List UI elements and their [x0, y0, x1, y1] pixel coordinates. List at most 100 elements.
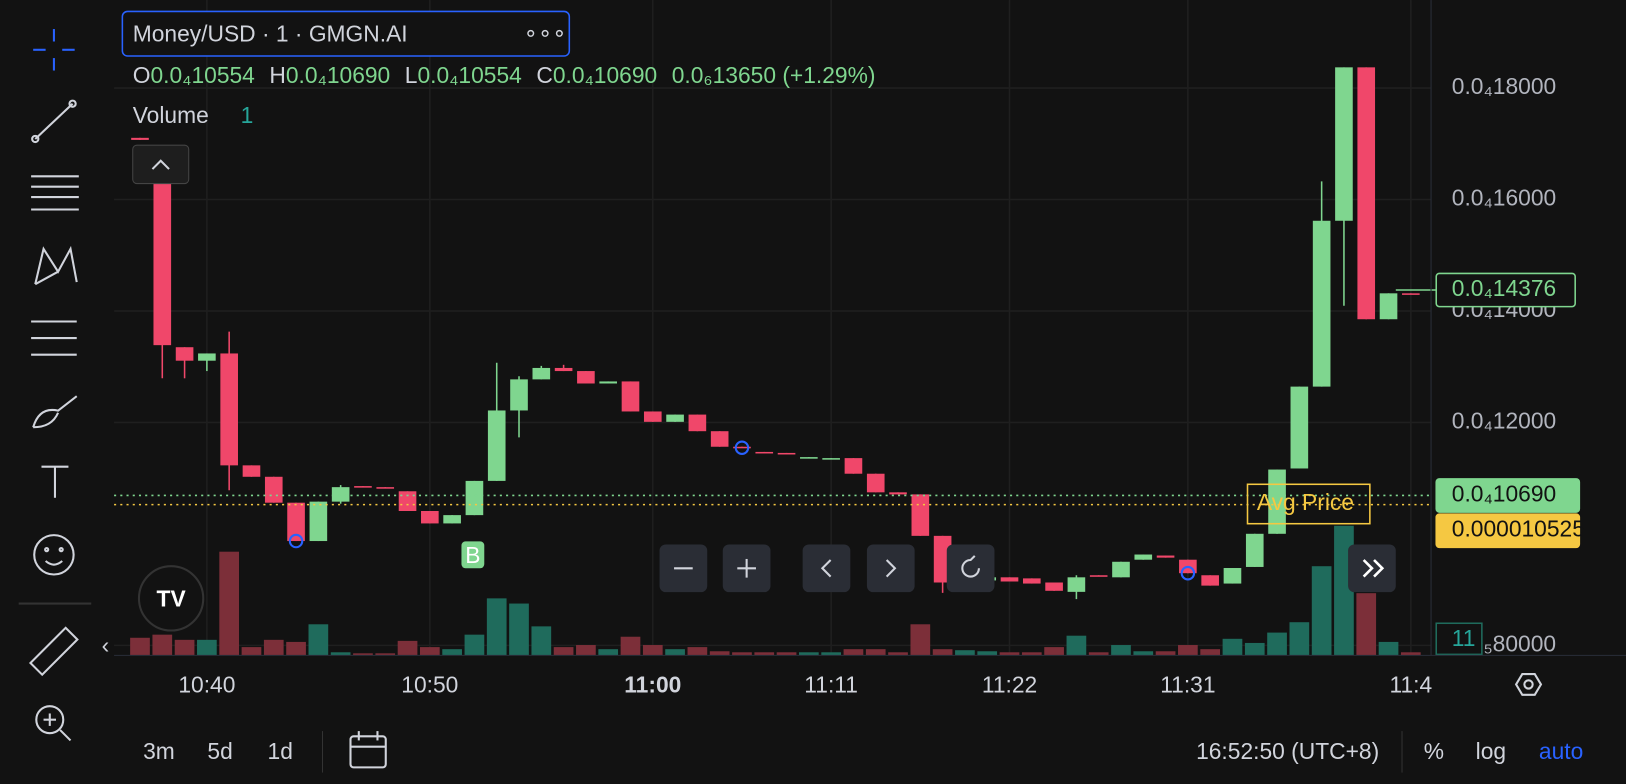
volume-bar: [709, 651, 730, 656]
x-tick-label: 11:00: [624, 672, 681, 698]
ohlc-line: O0.0₄10554 H0.0₄10690 L0.0₄10554 C0.0₄10690…: [133, 62, 876, 88]
candle-body: [1312, 220, 1331, 387]
y-tick-label: 0.0₄18000: [1452, 73, 1556, 99]
volume-bar: [531, 626, 552, 656]
candle-body: [309, 501, 328, 542]
candle-body: [755, 451, 774, 454]
range-button[interactable]: 1d: [268, 738, 293, 764]
volume-bar: [509, 603, 529, 656]
crosshair-tool[interactable]: [33, 29, 75, 71]
volume-bar: [620, 636, 641, 656]
volume-bar: [1021, 652, 1042, 656]
text-tool[interactable]: [41, 465, 69, 498]
prediction-tool[interactable]: [31, 320, 77, 356]
volume-bar: [1400, 652, 1421, 656]
ohlc-value: 0.0₄10554: [417, 62, 522, 88]
fib-tool[interactable]: [31, 175, 79, 211]
percent-toggle[interactable]: %: [1424, 738, 1444, 764]
clock: 16:52:50 (UTC+8): [1196, 738, 1379, 764]
trade-marker: [288, 533, 304, 549]
symbol-box[interactable]: [121, 10, 571, 57]
reset[interactable]: [946, 544, 995, 593]
volume-bar: [843, 649, 864, 656]
range-button[interactable]: 3m: [143, 738, 175, 764]
collapse-legend[interactable]: [132, 144, 190, 185]
trade-marker: [734, 440, 750, 456]
pattern-tool[interactable]: [34, 245, 78, 286]
volume-bar: [1155, 651, 1176, 656]
volume-bar: [1356, 593, 1377, 656]
more-menu[interactable]: ∘∘∘: [524, 19, 567, 45]
candle-body: [175, 347, 194, 361]
ohlc-value: 0.0₄10690: [553, 62, 657, 88]
candle-body: [198, 353, 216, 361]
scroll-left[interactable]: [802, 544, 851, 593]
candle-body: [911, 494, 930, 536]
candle-body: [354, 486, 372, 488]
volume-tag-label: 11: [1452, 625, 1476, 651]
candle-body: [1290, 386, 1309, 469]
settings[interactable]: [1514, 673, 1543, 696]
trendline-tool[interactable]: [31, 99, 77, 144]
candle-body: [242, 465, 261, 477]
candle-body: [889, 492, 907, 495]
volume-bar: [130, 637, 150, 656]
logo-mark: TV: [157, 585, 187, 611]
candle-body: [1089, 575, 1108, 577]
candle-body: [1357, 67, 1376, 320]
candle-body: [688, 414, 707, 432]
volume-bar: [932, 649, 953, 656]
volume-bar: [888, 652, 908, 656]
volume-bar: [286, 641, 306, 656]
scroll-right[interactable]: [866, 544, 915, 593]
candle-body: [1223, 568, 1242, 584]
chevron-up: [151, 159, 170, 170]
volume-label: Volume: [133, 102, 209, 128]
volume-bar: [1178, 645, 1198, 656]
candle-body: [398, 491, 417, 512]
volume-bar: [732, 652, 752, 656]
candle-body: [421, 511, 439, 524]
volume-bar: [999, 652, 1020, 656]
candle-body: [331, 487, 350, 502]
candle-body: [643, 411, 662, 422]
auto-toggle[interactable]: auto: [1539, 738, 1583, 764]
volume-tag: [1435, 622, 1483, 656]
emoji-tool[interactable]: [33, 534, 75, 576]
volume-bar: [219, 551, 240, 656]
brush-tool[interactable]: [32, 395, 78, 429]
volume-bar: [553, 647, 574, 656]
candle-body: [733, 446, 751, 449]
avg-price-label: Avg Price: [1257, 489, 1354, 515]
volume-bar: [1267, 632, 1287, 656]
candle-body: [1134, 554, 1153, 560]
logo[interactable]: [137, 565, 205, 632]
buy-marker-label: B: [465, 542, 480, 568]
y-tick-label: 0.0₄16000: [1452, 185, 1556, 211]
volume-bar: [1044, 647, 1064, 656]
change: 0.0₆13650 (+1.29%): [672, 62, 876, 88]
range-button[interactable]: 5d: [207, 738, 232, 764]
candle-body: [1402, 293, 1420, 295]
settings-dot: [1523, 679, 1534, 690]
log-toggle[interactable]: log: [1476, 738, 1506, 764]
price-tag: [1435, 478, 1581, 513]
candle-body: [1045, 582, 1063, 591]
candle-body: [376, 487, 395, 489]
x-tick-label: 10:50: [401, 672, 458, 698]
y-tick-label: 0.0₄12000: [1452, 407, 1556, 433]
volume-bar: [197, 639, 217, 656]
ruler-tool[interactable]: [28, 626, 79, 677]
price-tag: [1435, 513, 1581, 549]
zoom-tool[interactable]: [35, 705, 72, 742]
candle-body: [220, 353, 238, 466]
volume-bar: [1289, 622, 1310, 656]
volume-bar: [1200, 649, 1221, 656]
volume-bar: [687, 647, 708, 656]
nav-buttons: [659, 544, 1396, 593]
date-picker[interactable]: [349, 731, 387, 769]
candle-body: [532, 367, 551, 380]
collapse-arrow[interactable]: ‹: [102, 632, 110, 658]
volume-bar: [1378, 641, 1399, 656]
candle-body: [1201, 575, 1219, 586]
